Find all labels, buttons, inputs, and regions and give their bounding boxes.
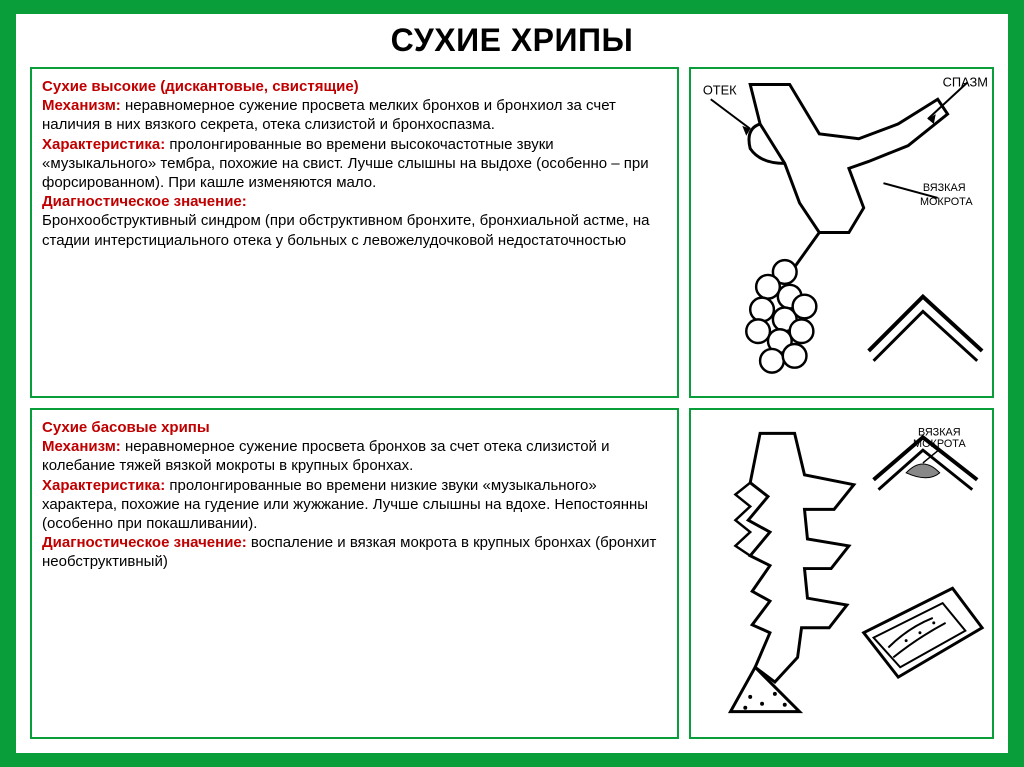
section-2-image: ВЯЗКАЯ МОКРОТА [689, 408, 994, 739]
section-1-heading: Сухие высокие (дискантовые, свистящие) [42, 77, 667, 96]
section-1-text: Сухие высокие (дискантовые, свистящие) М… [30, 67, 679, 398]
char-label-2: Характеристика: [42, 477, 165, 494]
label-mokrota-2: МОКРОТА [920, 196, 973, 208]
section-2-mechanism: Механизм: неравномерное сужение просвета… [42, 437, 667, 475]
section-1-row: Сухие высокие (дискантовые, свистящие) М… [30, 67, 994, 398]
diag-label-2: Диагностическое значение: [42, 534, 247, 551]
label-spazm: СПАЗМ [943, 74, 988, 89]
label-mokrota2-2: МОКРОТА [913, 438, 966, 450]
section-2-characteristic: Характеристика: пролонгированные во врем… [42, 476, 667, 534]
mechanism-label-2: Механизм: [42, 438, 121, 455]
diag-label: Диагностическое значение: [42, 192, 667, 211]
section-2-heading: Сухие басовые хрипы [42, 418, 667, 437]
label-otek: ОТЕК [703, 82, 737, 97]
mechanism-text-2: неравномерное сужение просвета бронхов з… [42, 438, 609, 474]
char-label: Характеристика: [42, 136, 165, 153]
section-2-row: Сухие басовые хрипы Механизм: неравномер… [30, 408, 994, 739]
section-1-characteristic: Характеристика: пролонгированные во врем… [42, 135, 667, 193]
mechanism-text: неравномерное сужение просвета мелких бр… [42, 97, 616, 133]
section-2-text: Сухие басовые хрипы Механизм: неравномер… [30, 408, 679, 739]
label-mokrota2-1: ВЯЗКАЯ [918, 426, 961, 438]
section-1-image: ОТЕК СПАЗМ ВЯЗКАЯ МОКРОТА [689, 67, 994, 398]
section-1-mechanism: Механизм: неравномерное сужение просвета… [42, 96, 667, 134]
diag-text: Бронхообструктивный синдром (при обструк… [42, 211, 667, 249]
section-2-diagnostic: Диагностическое значение: воспаление и в… [42, 533, 667, 571]
page-title: СУХИЕ ХРИПЫ [30, 22, 994, 59]
bronchiole-diagram-icon: ОТЕК СПАЗМ ВЯЗКАЯ МОКРОТА [691, 69, 992, 396]
label-mokrota-1: ВЯЗКАЯ [923, 182, 966, 194]
large-bronchus-diagram-icon: ВЯЗКАЯ МОКРОТА [691, 410, 992, 737]
slide-frame: СУХИЕ ХРИПЫ Сухие высокие (дискантовые, … [14, 12, 1010, 755]
mechanism-label: Механизм: [42, 97, 121, 114]
